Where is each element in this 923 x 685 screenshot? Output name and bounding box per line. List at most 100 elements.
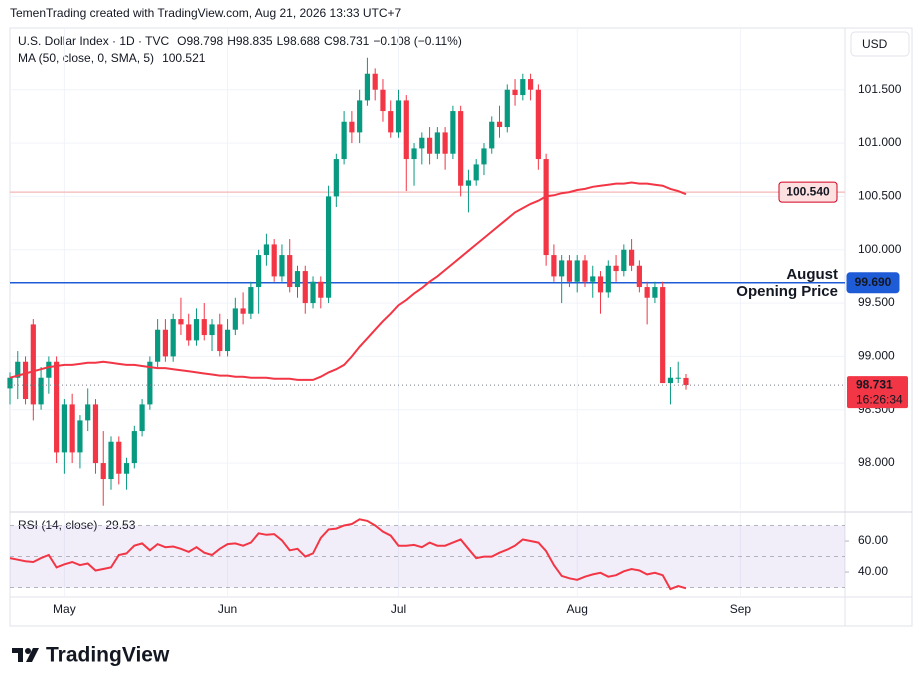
candle-body	[683, 377, 689, 386]
candle-body	[69, 404, 75, 453]
candle-body	[458, 111, 464, 186]
y-tick-label: 98.000	[858, 455, 895, 469]
candle-body	[7, 377, 13, 389]
candle-body	[543, 159, 549, 256]
candle-body	[310, 281, 316, 304]
candle-body	[395, 100, 402, 133]
candle-body	[388, 111, 394, 133]
candle-body	[22, 361, 29, 400]
candle-body	[527, 79, 534, 90]
candle-body	[364, 73, 371, 101]
annotation: Opening Price	[736, 283, 838, 300]
logo-mark	[12, 648, 23, 662]
candle-body	[566, 260, 573, 282]
logo-mark	[25, 648, 31, 654]
candle-body	[434, 132, 440, 154]
candle-body	[116, 441, 122, 474]
rsi-line	[9, 518, 687, 591]
candle-body	[660, 287, 666, 384]
candle-body	[357, 100, 363, 133]
candle-body	[108, 441, 114, 480]
candle-body	[92, 404, 99, 464]
candle-body	[302, 271, 308, 304]
candle-body	[15, 361, 21, 378]
candle-body	[644, 287, 650, 298]
rsi-tick-label: 40.00	[858, 564, 888, 578]
candle-body	[535, 89, 541, 160]
candle-body	[403, 100, 409, 160]
candle-body	[186, 324, 192, 341]
candle-body	[605, 265, 611, 293]
candle-body	[232, 308, 238, 330]
legend-key: H	[227, 34, 236, 48]
candle-body	[504, 89, 510, 128]
y-tick-label: 101.000	[858, 135, 902, 149]
logo: TradingView	[12, 644, 170, 667]
candle-body	[325, 196, 332, 298]
candle-body	[54, 361, 60, 453]
candle-body	[38, 377, 44, 405]
candle-body	[613, 265, 619, 272]
candle-body	[667, 377, 674, 384]
header: TemenTrading created with TradingView.co…	[10, 6, 402, 20]
price-tag	[847, 376, 908, 409]
candle-body	[380, 89, 386, 112]
rsi-value: 29.53	[105, 518, 135, 532]
legend-value: 98.731	[333, 34, 370, 48]
candle-body	[372, 73, 378, 90]
candle-body	[426, 137, 433, 154]
candle-body	[590, 276, 596, 282]
candle-body	[217, 324, 223, 352]
candle-body	[512, 89, 518, 96]
candle-body	[574, 260, 580, 282]
x-tick-label: Jun	[218, 602, 237, 616]
ma-name: MA (50, close, 0, SMA, 5)	[18, 51, 154, 65]
legend-key: O	[177, 34, 186, 48]
rsi-tick-label: 60.00	[858, 533, 888, 547]
legend-key: C	[324, 34, 333, 48]
candle-body	[621, 249, 627, 272]
candle-body	[193, 319, 200, 341]
candle-body	[629, 249, 635, 266]
x-tick-label: May	[53, 602, 76, 616]
price-tag-label: 99.690	[855, 275, 892, 289]
y-tick-label: 99.000	[858, 349, 895, 363]
currency-button[interactable]	[850, 31, 910, 57]
candle-body	[287, 255, 293, 288]
candle-body	[30, 324, 36, 405]
candle-body	[263, 244, 270, 256]
candle-body	[271, 244, 277, 277]
candle-body	[559, 260, 565, 277]
candle-body	[341, 121, 347, 160]
currency[interactable]: USD	[862, 37, 888, 51]
price-tag	[846, 272, 900, 294]
candle-body	[147, 361, 153, 405]
candle-body	[481, 148, 487, 165]
candle-body	[123, 463, 130, 474]
ma-value: 100.521	[162, 51, 206, 65]
candle-body	[201, 319, 207, 336]
legend: U.S. Dollar Index · 1D · TVC O 98.798 H 98.…	[18, 34, 462, 65]
candle-body	[178, 319, 184, 325]
countdown: 16:26:34	[856, 392, 903, 406]
candle-body	[139, 404, 145, 432]
candle-body	[77, 420, 83, 453]
candle-body	[46, 361, 52, 378]
legend-value: 98.688	[283, 34, 320, 48]
candle-body	[349, 121, 355, 133]
legend-value: 98.798	[187, 34, 224, 48]
candle-body	[318, 281, 324, 298]
candle-body	[333, 159, 339, 197]
x-tick-label: Jul	[391, 602, 406, 616]
candle-body	[162, 329, 168, 357]
price-tag-label: 98.731	[856, 377, 893, 391]
candle-body	[170, 319, 176, 357]
candle-body	[155, 329, 161, 362]
price-tag-label: 100.540	[786, 184, 830, 198]
candle-body	[248, 287, 254, 314]
legend-value: 98.835	[236, 34, 273, 48]
candle-body	[450, 111, 456, 154]
candle-body	[442, 132, 448, 154]
annotation: August	[786, 266, 838, 283]
